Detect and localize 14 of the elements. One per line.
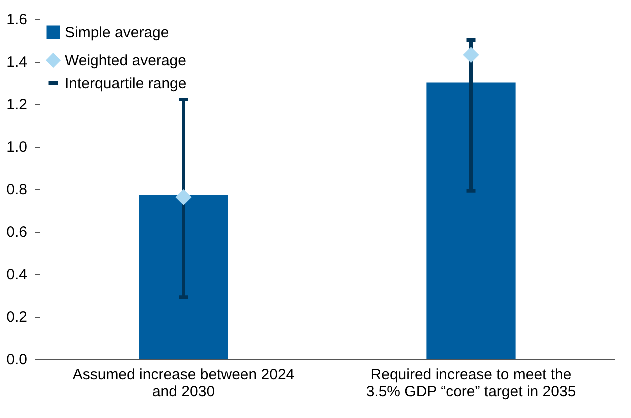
x-tick-label: Required increase to meet the 3.5% GDP “core” target in 2035: [366, 366, 576, 400]
y-tick-label: 1.6: [6, 12, 28, 28]
x-tick-label: Assumed increase between 2024 and 2030: [72, 366, 295, 400]
y-tick-label: 1.4: [6, 54, 28, 71]
y-tick-label: 1.2: [6, 96, 28, 114]
annotation: Interquartile range: [65, 76, 187, 92]
y-tick-label: 0.6: [6, 224, 28, 241]
y-tick-label: 0.4: [6, 266, 28, 284]
legend-label: Weighted average: [65, 52, 186, 70]
y-tick-label: 0.2: [6, 309, 28, 326]
legend-label: Simple average: [65, 24, 170, 42]
y-tick-label: 0.0: [6, 352, 28, 368]
y-tick-label: 0.8: [6, 182, 28, 198]
y-tick-label: 1.0: [6, 139, 28, 156]
